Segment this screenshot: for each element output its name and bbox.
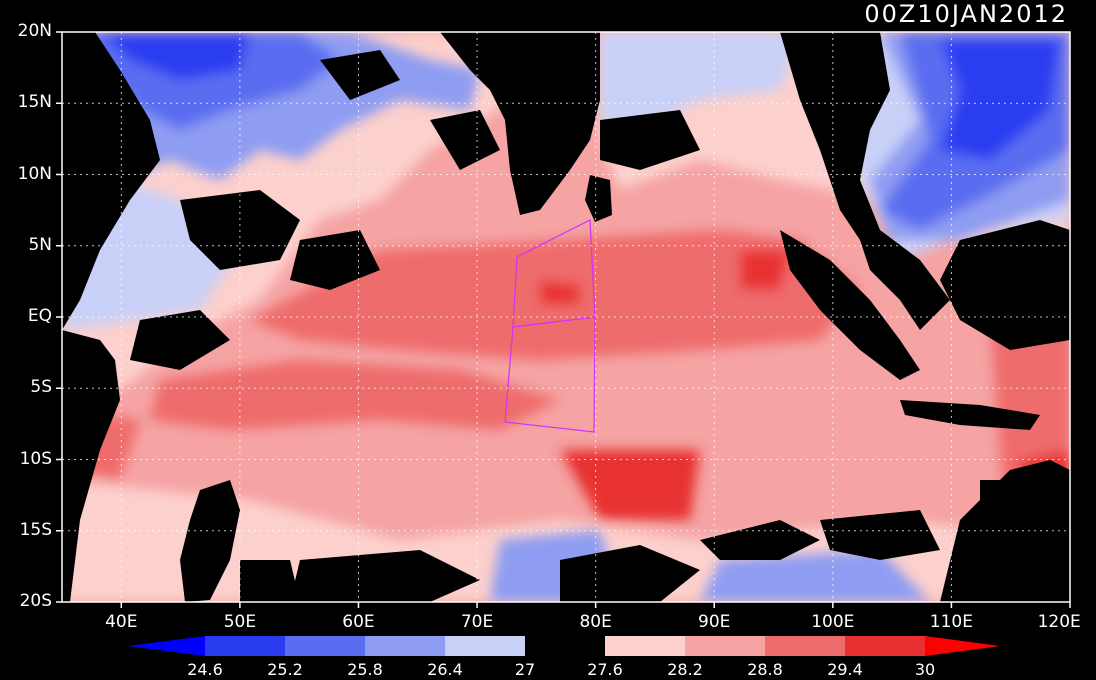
lon-label: 60E (342, 612, 375, 632)
colorbar (128, 636, 1000, 656)
colorbar-value-label: 24.6 (187, 660, 223, 679)
sumatra-land (780, 230, 920, 380)
java-land (900, 400, 1040, 430)
colorbar-right-arrow (925, 636, 1000, 656)
lat-label: 5S (30, 377, 52, 398)
colorbar-value-label: 28.2 (667, 660, 703, 679)
colorbar-left-arrow (128, 636, 205, 656)
lon-label: 90E (698, 612, 731, 632)
borneo-land (940, 220, 1070, 350)
colorbar-segment (605, 636, 685, 656)
africa-land (62, 330, 120, 602)
india-land (440, 32, 600, 215)
colorbar-value-label: 26.4 (427, 660, 463, 679)
colorbar-value-label: 29.4 (827, 660, 863, 679)
land-and-27c (62, 32, 1070, 602)
lon-label: 50E (223, 612, 257, 632)
colorbar-segment (765, 636, 845, 656)
lat-label: 20S (19, 591, 52, 611)
colorbar-value-label: 27 (514, 660, 536, 679)
lon-label: 80E (579, 612, 612, 632)
colorbar-value-label: 25.2 (267, 660, 303, 679)
lat-label: 10S (19, 448, 52, 469)
arabia-land (62, 32, 160, 330)
colorbar-segment (365, 636, 445, 656)
analysis-box (504, 219, 596, 433)
map-title: 00Z10JAN2012 (864, 0, 1068, 28)
lon-label: 100E (811, 612, 855, 632)
lat-label: 20N (17, 21, 52, 41)
lon-label: 110E (929, 612, 974, 632)
madagascar-land (180, 480, 240, 602)
colorbar-segment (205, 636, 285, 656)
colorbar-segment (525, 636, 605, 656)
indochina-land (780, 32, 950, 330)
lat-label: 15S (19, 519, 52, 540)
colorbar-segment (685, 636, 765, 656)
axis-ticks (56, 31, 1071, 608)
colorbar-segment (845, 636, 925, 656)
colorbar-value-label: 28.8 (747, 660, 783, 679)
colorbar-value-label: 25.8 (347, 660, 383, 679)
lon-label: 120E (1037, 612, 1081, 632)
lat-label: 10N (17, 163, 52, 184)
colorbar-value-label: 27.6 (587, 660, 623, 679)
lat-label: 5N (28, 234, 52, 255)
gridlines (62, 32, 1070, 602)
lat-label: 15N (17, 92, 52, 113)
lat-label: EQ (27, 306, 52, 326)
colorbar-segment (285, 636, 365, 656)
lon-label: 40E (105, 612, 138, 632)
colorbar-value-label: 30 (914, 660, 936, 679)
colorbar-segment (445, 636, 525, 656)
sri-lanka-land (585, 175, 612, 222)
lon-label: 70E (460, 612, 494, 632)
